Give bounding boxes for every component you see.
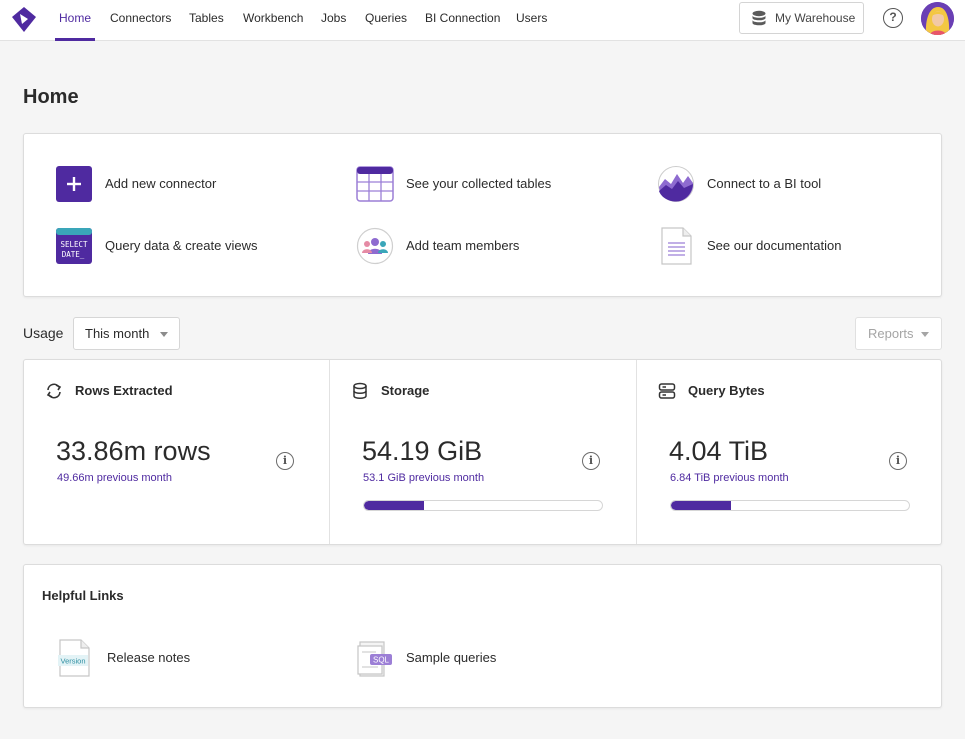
storage-progress-bar <box>363 500 603 511</box>
nav-bi-connection[interactable]: BI Connection <box>425 11 501 25</box>
query-bytes-progress-bar <box>670 500 910 511</box>
select-keyword-text: SELECT <box>60 240 88 249</box>
usage-label: Usage <box>23 325 64 341</box>
quick-action-label: Connect to a BI tool <box>707 176 822 191</box>
nav-connectors[interactable]: Connectors <box>110 11 172 25</box>
nav-queries[interactable]: Queries <box>365 11 408 25</box>
table-grid-icon <box>356 166 394 202</box>
metric-query-bytes: Query Bytes 4.04 TiB 6.84 TiB previous m… <box>637 360 943 544</box>
link-release-notes[interactable]: Version Release notes <box>57 639 257 677</box>
usage-metrics-card: Rows Extracted 33.86m rows 49.66m previo… <box>23 359 942 545</box>
avatar-portrait-icon <box>921 2 954 35</box>
metric-rows-extracted: Rows Extracted 33.86m rows 49.66m previo… <box>24 360 330 544</box>
date-keyword-text: DATE_ <box>62 250 85 259</box>
quick-action-documentation[interactable]: See our documentation <box>657 227 887 265</box>
quick-action-label: Add team members <box>406 238 520 253</box>
user-avatar[interactable] <box>921 2 954 35</box>
nav-home[interactable]: Home <box>54 0 96 41</box>
team-icon <box>356 227 394 265</box>
metric-value: 54.19 GiB <box>362 436 483 466</box>
version-label-text: Version <box>60 657 85 666</box>
metric-previous: 49.66m previous month <box>57 472 172 484</box>
server-icon <box>658 383 676 399</box>
app-logo-icon[interactable] <box>11 6 37 33</box>
quick-action-add-connector[interactable]: Add new connector <box>55 165 285 203</box>
info-icon[interactable]: i <box>276 452 294 470</box>
document-icon <box>661 227 692 265</box>
database-icon <box>353 382 367 399</box>
quick-action-label: Add new connector <box>105 176 217 191</box>
link-label: Release notes <box>107 650 191 665</box>
nav-jobs[interactable]: Jobs <box>321 11 347 25</box>
database-icon <box>752 10 766 26</box>
quick-actions-card: Add new connector See your collected tab… <box>23 133 942 297</box>
quick-action-team-members[interactable]: Add team members <box>356 227 586 265</box>
sql-label-text: SQL <box>373 656 390 665</box>
nav-workbench[interactable]: Workbench <box>243 11 304 25</box>
quick-action-bi-tool[interactable]: Connect to a BI tool <box>657 165 887 203</box>
version-doc-icon: Version <box>58 639 90 677</box>
quick-action-label: Query data & create views <box>105 238 258 253</box>
info-icon[interactable]: i <box>582 452 600 470</box>
metric-title: Query Bytes <box>688 383 765 398</box>
sql-doc-icon: SQL <box>357 641 392 677</box>
quick-action-label: See your collected tables <box>406 176 552 191</box>
period-select[interactable]: This month <box>73 317 180 350</box>
metric-previous: 6.84 TiB previous month <box>670 472 789 484</box>
chart-wave-icon <box>658 166 694 202</box>
quick-action-query-data[interactable]: SELECT DATE_ Query data & create views <box>55 227 285 265</box>
metric-value: 33.86m rows <box>56 436 211 466</box>
metric-title: Rows Extracted <box>75 383 173 398</box>
helpful-links-card: Helpful Links Version Release notes SQL … <box>23 564 942 708</box>
divider <box>329 360 330 544</box>
warehouse-button[interactable]: My Warehouse <box>739 2 864 34</box>
period-select-value: This month <box>85 326 150 341</box>
link-sample-queries[interactable]: SQL Sample queries <box>356 639 556 677</box>
plus-icon <box>56 166 92 202</box>
helpful-links-title: Helpful Links <box>42 588 124 603</box>
help-icon[interactable]: ? <box>883 8 903 28</box>
metric-storage: Storage 54.19 GiB 53.1 GiB previous mont… <box>330 360 637 544</box>
metric-previous: 53.1 GiB previous month <box>363 472 485 484</box>
nav-tables[interactable]: Tables <box>189 11 224 25</box>
quick-action-collected-tables[interactable]: See your collected tables <box>356 165 586 203</box>
progress-fill <box>671 501 731 510</box>
warehouse-label: My Warehouse <box>775 11 856 25</box>
top-nav-bar: Home Connectors Tables Workbench Jobs Qu… <box>0 0 965 41</box>
chevron-down-icon <box>921 332 929 337</box>
nav-users[interactable]: Users <box>516 11 548 25</box>
reports-label: Reports <box>868 326 914 341</box>
page-title: Home <box>23 86 79 108</box>
quick-action-label: See our documentation <box>707 238 842 253</box>
info-icon[interactable]: i <box>889 452 907 470</box>
reports-dropdown[interactable]: Reports <box>855 317 942 350</box>
metric-value: 4.04 TiB <box>669 436 769 466</box>
select-date-icon: SELECT DATE_ <box>56 228 92 264</box>
refresh-icon <box>46 383 62 399</box>
progress-fill <box>364 501 424 510</box>
link-label: Sample queries <box>406 650 497 665</box>
divider <box>636 360 637 544</box>
metric-title: Storage <box>381 383 430 398</box>
chevron-down-icon <box>160 332 168 337</box>
